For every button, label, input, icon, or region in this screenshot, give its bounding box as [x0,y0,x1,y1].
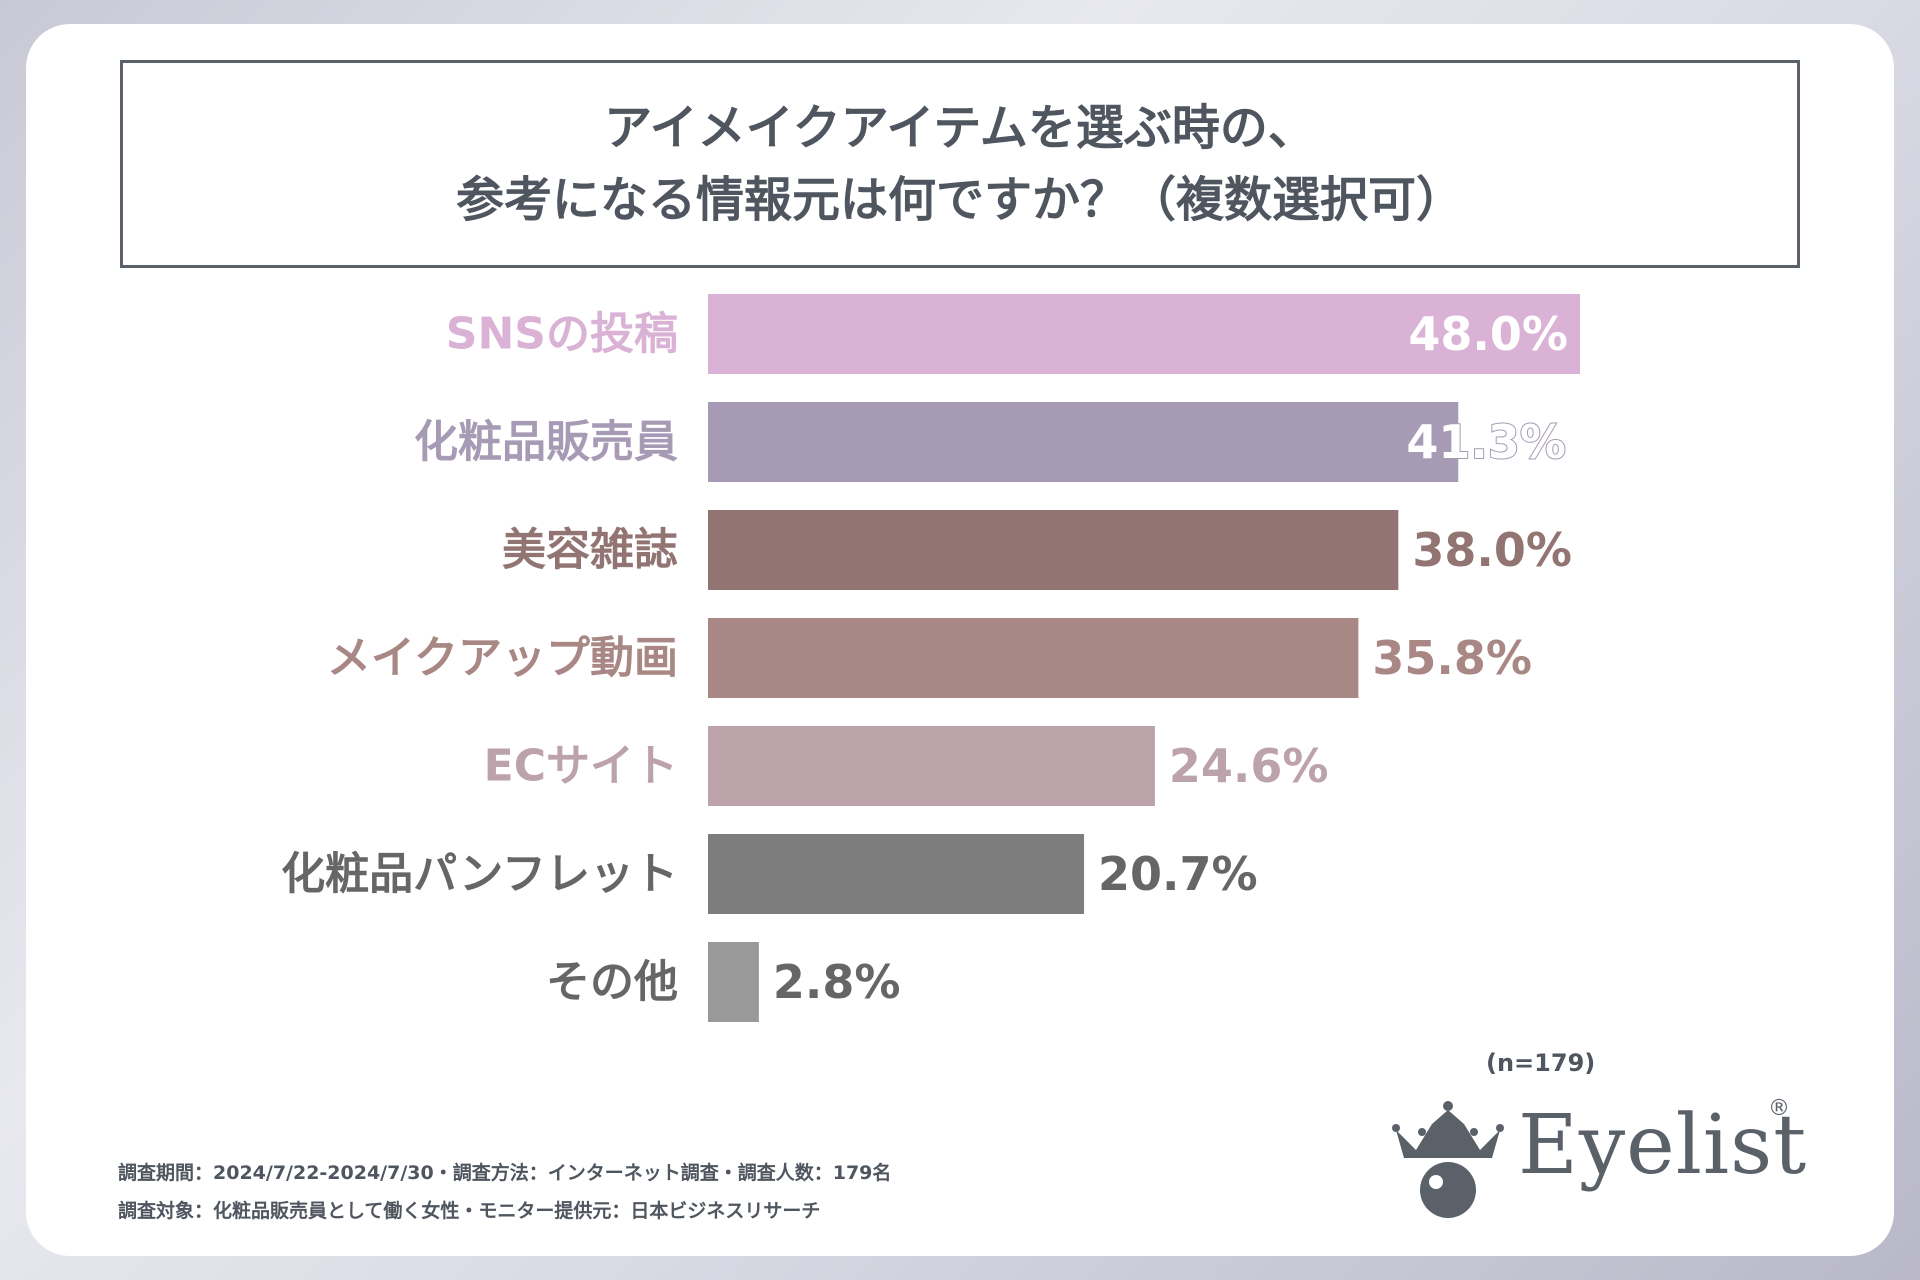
bar-row: メイクアップ動画 35.8% [327,618,1532,698]
bar-row: 化粧品販売員 41.3% [414,402,1567,482]
registered-mark: ® [1768,1096,1790,1121]
category-label: ECサイト [484,741,678,792]
category-label: SNSの投稿 [446,309,678,360]
value-label: 35.8% [1372,631,1532,685]
bar-row: 化粧品パンフレット 20.7% [281,834,1258,914]
category-label: その他 [546,957,678,1008]
bar-row: SNSの投稿 48.0% [446,294,1580,374]
logo-text: Eyelist [1518,1098,1808,1193]
card: アイメイクアイテムを選ぶ時の、 参考になる情報元は何ですか？（複数選択可） SN… [26,24,1894,1256]
category-label: メイクアップ動画 [327,633,678,684]
bar-chart: SNSの投稿 48.0% 化粧品販売員 41.3% 美容雑誌 38.0% メイクアップ動画 3… [281,294,1580,1022]
bar-row: ECサイト 24.6% [484,726,1329,806]
value-label: 2.8% [773,955,901,1009]
value-label: 20.7% [1098,847,1258,901]
sample-size-label: (n=179) [1486,1049,1596,1077]
bar [708,618,1359,698]
bar [708,942,759,1022]
bar-row: 美容雑誌 38.0% [502,510,1572,590]
value-label: 48.0% [1408,307,1568,361]
bar [708,834,1085,914]
bar [708,402,1459,482]
bar [708,294,1580,374]
title-line-2: 参考になる情報元は何ですか？（複数選択可） [455,172,1464,228]
bar [708,510,1399,590]
survey-period-note: 調査期間：2024/7/22-2024/7/30・調査方法：インターネット調査・… [118,1162,892,1184]
value-label: 38.0% [1412,523,1572,577]
value-label: 41.3% [1406,415,1566,469]
eyelist-logo: Eyelist ® [1388,1092,1808,1222]
title-box: アイメイクアイテムを選ぶ時の、 参考になる情報元は何ですか？（複数選択可） [120,60,1800,268]
bar-row: その他 2.8% [546,942,900,1022]
bar [708,726,1155,806]
value-label: 24.6% [1169,739,1329,793]
category-label: 化粧品パンフレット [281,849,678,900]
survey-target-note: 調査対象：化粧品販売員として働く女性・モニター提供元：日本ビジネスリサーチ [118,1200,821,1222]
category-label: 美容雑誌 [502,525,678,576]
category-label: 化粧品販売員 [414,417,678,468]
title-line-1: アイメイクアイテムを選ぶ時の、 [604,100,1316,156]
crown-eye-icon [1392,1101,1504,1218]
